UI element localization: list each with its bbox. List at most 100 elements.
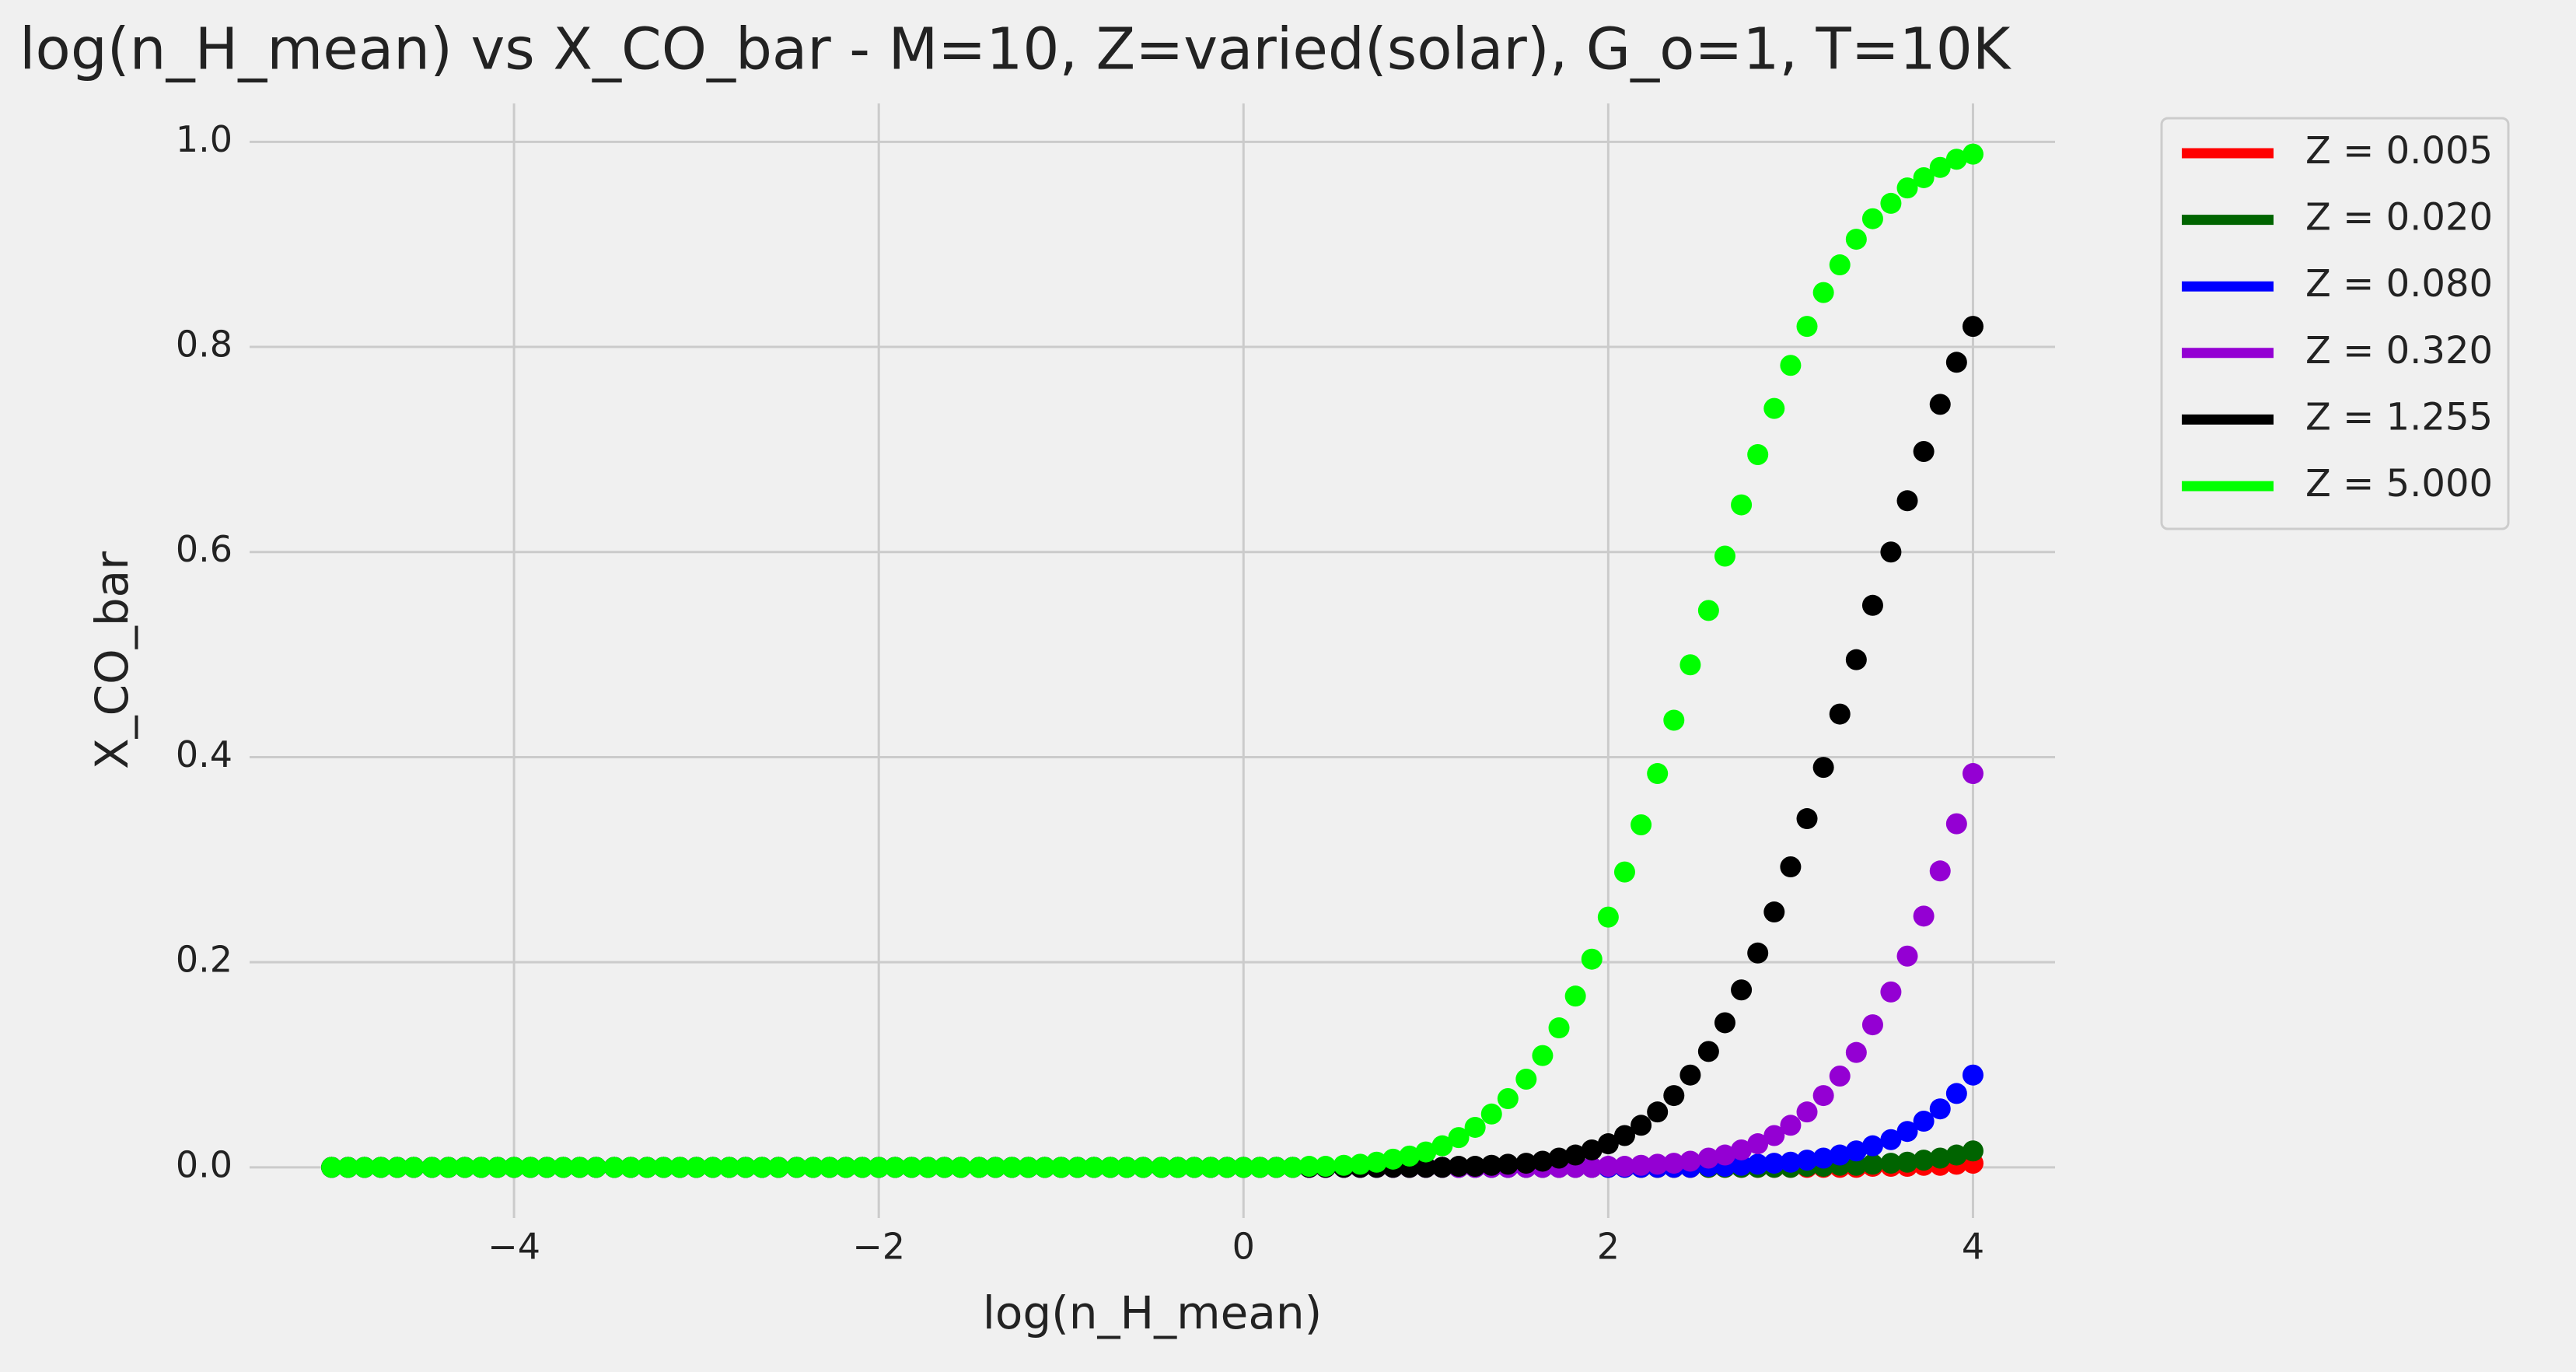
data-point xyxy=(1796,1101,1818,1123)
data-point xyxy=(1731,1139,1753,1160)
data-point xyxy=(454,1157,476,1178)
data-point xyxy=(1896,490,1918,512)
data-point xyxy=(1763,1125,1785,1146)
data-point xyxy=(1812,1147,1834,1169)
data-point xyxy=(1631,1154,1652,1176)
data-point xyxy=(1315,1156,1337,1178)
data-point xyxy=(786,1157,808,1178)
data-point xyxy=(802,1157,824,1178)
x-tick-label: −2 xyxy=(852,1226,905,1268)
data-point xyxy=(1714,545,1735,567)
data-point xyxy=(1116,1157,1138,1178)
data-point xyxy=(1349,1153,1371,1175)
data-point xyxy=(1845,649,1867,670)
data-point xyxy=(1829,703,1851,725)
data-point xyxy=(1697,1041,1719,1062)
data-point xyxy=(1913,905,1935,927)
data-point xyxy=(950,1157,972,1178)
data-point xyxy=(1945,352,1967,373)
data-point xyxy=(900,1157,922,1178)
data-point xyxy=(1200,1157,1222,1178)
data-point xyxy=(1597,906,1619,928)
data-point xyxy=(1763,397,1785,419)
data-point xyxy=(1845,1140,1867,1162)
data-point xyxy=(1812,1085,1834,1107)
data-point xyxy=(1167,1157,1189,1178)
data-point xyxy=(1861,1014,1883,1036)
data-point xyxy=(421,1157,443,1178)
data-point xyxy=(968,1157,990,1178)
data-point xyxy=(1962,763,1984,785)
data-point xyxy=(1431,1135,1453,1157)
data-point xyxy=(1714,1144,1735,1166)
data-point xyxy=(1265,1157,1287,1178)
data-point xyxy=(1464,1116,1486,1138)
data-point xyxy=(851,1157,873,1178)
data-point xyxy=(569,1157,591,1178)
data-point xyxy=(1845,229,1867,250)
data-point xyxy=(1945,1083,1967,1104)
data-point xyxy=(1647,1101,1669,1123)
data-point xyxy=(1945,813,1967,835)
data-point xyxy=(819,1157,841,1178)
data-point xyxy=(1829,254,1851,276)
x-axis-label: log(n_H_mean) xyxy=(983,1286,1323,1339)
chart-title: log(n_H_mean) vs X_CO_bar - M=10, Z=vari… xyxy=(19,16,2012,83)
data-point xyxy=(1663,1085,1685,1107)
data-point xyxy=(1564,985,1586,1007)
y-tick-label: 0.0 xyxy=(176,1143,232,1185)
legend-label: Z = 5.000 xyxy=(2305,462,2493,506)
data-point xyxy=(1763,901,1785,923)
x-tick-label: 4 xyxy=(1962,1226,1984,1268)
data-point xyxy=(438,1157,460,1178)
data-point xyxy=(1829,1066,1851,1087)
data-point xyxy=(1731,494,1753,516)
data-point xyxy=(1067,1157,1089,1178)
legend-label: Z = 0.020 xyxy=(2305,196,2493,240)
data-point xyxy=(1497,1153,1519,1175)
data-point xyxy=(1796,316,1818,338)
data-point xyxy=(1132,1157,1154,1178)
data-point xyxy=(1896,1121,1918,1143)
data-point xyxy=(1631,814,1652,835)
data-point xyxy=(1929,860,1951,882)
data-point xyxy=(1812,282,1834,303)
data-point xyxy=(1333,1154,1354,1176)
data-point xyxy=(1663,709,1685,731)
y-tick-label: 0.8 xyxy=(176,324,232,366)
data-point xyxy=(1647,1153,1669,1175)
y-tick-label: 0.2 xyxy=(176,939,232,981)
data-point xyxy=(1913,1111,1935,1132)
data-point xyxy=(1480,1103,1502,1125)
data-point xyxy=(603,1157,625,1178)
data-point xyxy=(1962,1140,1984,1162)
data-point xyxy=(1216,1157,1238,1178)
data-point xyxy=(1232,1157,1254,1178)
data-point xyxy=(1001,1157,1022,1178)
data-point xyxy=(1613,861,1635,883)
data-point xyxy=(1581,1139,1603,1160)
data-point xyxy=(1929,1147,1951,1169)
data-point xyxy=(1083,1157,1105,1178)
data-point xyxy=(1747,942,1769,964)
data-point xyxy=(1913,166,1935,188)
data-point xyxy=(1962,316,1984,338)
data-point xyxy=(1581,948,1603,970)
data-point xyxy=(1880,981,1902,1003)
data-point xyxy=(767,1157,789,1178)
data-point xyxy=(1913,1150,1935,1171)
data-point xyxy=(370,1157,392,1178)
data-point xyxy=(1548,1147,1570,1169)
y-tick-label: 0.6 xyxy=(176,528,232,570)
legend-label: Z = 0.080 xyxy=(2305,262,2493,306)
data-point xyxy=(1183,1157,1205,1178)
data-point xyxy=(1945,1144,1967,1166)
data-point xyxy=(1829,1144,1851,1166)
data-point xyxy=(552,1157,574,1178)
data-point xyxy=(470,1157,492,1178)
data-point xyxy=(403,1157,425,1178)
data-point xyxy=(1480,1154,1502,1176)
data-point xyxy=(868,1157,890,1178)
